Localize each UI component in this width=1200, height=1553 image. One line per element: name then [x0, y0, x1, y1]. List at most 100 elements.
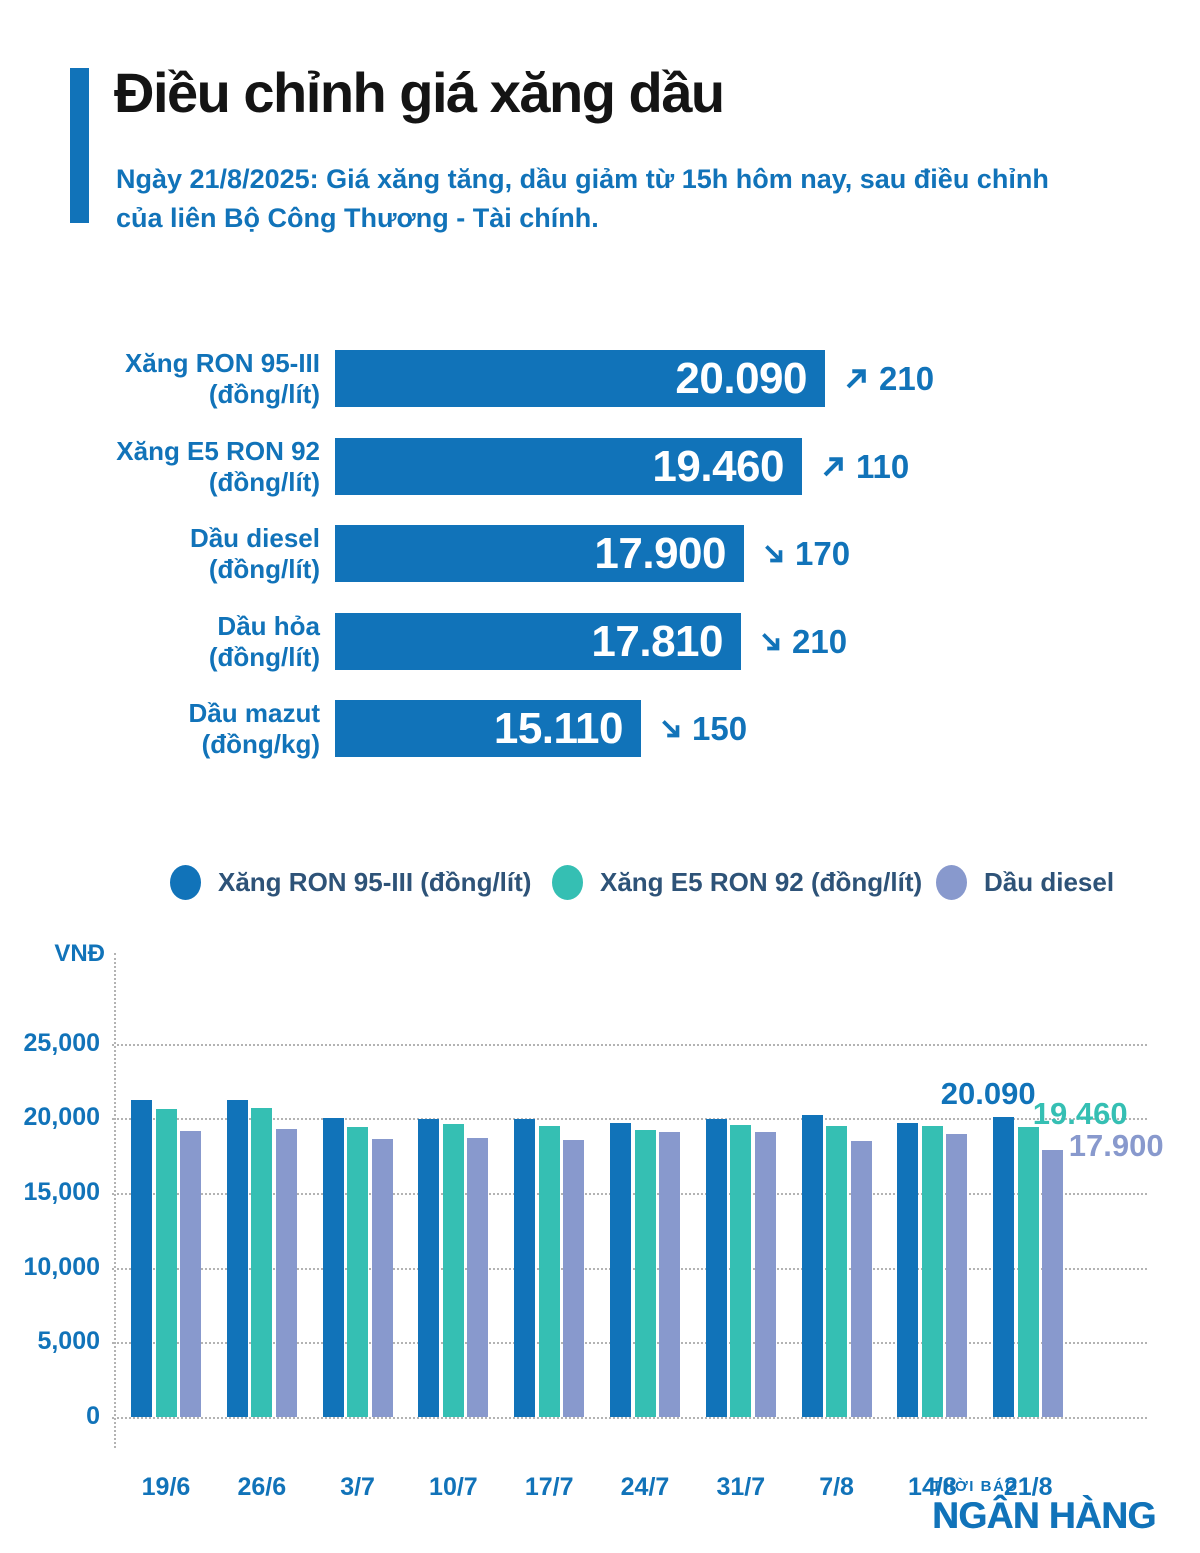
brand-logo: THỜI BÁO NGÂN HÀNG: [932, 1478, 1156, 1537]
bar-17/7-series3: [563, 1140, 585, 1417]
price-change: 210: [842, 350, 934, 407]
bar-21/8-series1: [993, 1117, 1015, 1417]
fuel-unit: (đồng/lít): [208, 466, 320, 497]
fuel-name: Dầu diesel: [189, 522, 320, 553]
price-row-5: Dầu mazut (đồng/kg) 15.110 150: [0, 697, 1200, 759]
price-bar: 15.110: [335, 700, 641, 757]
bar-31/7-series3: [754, 1132, 776, 1417]
bar-24/7-series2: [634, 1130, 656, 1417]
legend-dot-teal: [552, 864, 583, 900]
y-tick-label: 15,000: [23, 1178, 100, 1206]
y-axis-unit-label: VNĐ: [54, 940, 105, 967]
price-row-label: Dầu hỏa (đồng/lít): [0, 611, 320, 673]
legend-label-ron95: Xăng RON 95-III (đồng/lít): [218, 866, 532, 897]
fuel-unit: (đồng/kg): [201, 728, 320, 759]
x-tick-label-7/8: 7/8: [819, 1473, 854, 1501]
price-change: 170: [761, 525, 850, 582]
x-tick-label-10/7: 10/7: [429, 1473, 478, 1501]
bar-26/6-series3: [275, 1129, 297, 1417]
gridline-25,000: [112, 1043, 1147, 1046]
gridline-20,000: [112, 1118, 1147, 1121]
fuel-name: Xăng E5 RON 92: [116, 435, 320, 466]
bar-14/8-series2: [921, 1125, 943, 1417]
bar-31/7-series2: [730, 1125, 752, 1417]
x-tick-label-26/6: 26/6: [237, 1473, 287, 1501]
price-value: 20.090: [675, 354, 807, 403]
fuel-unit: (đồng/lít): [208, 641, 320, 672]
title-accent-bar: [70, 68, 89, 223]
legend-item-e5ron92: Xăng E5 RON 92 (đồng/lít): [552, 863, 922, 901]
price-row-3: Dầu diesel (đồng/lít) 17.900 170: [0, 523, 1200, 585]
x-tick-label-3/7: 3/7: [340, 1473, 375, 1501]
trend-down-icon: [765, 544, 783, 562]
subtitle-line-1: Ngày 21/8/2025: Giá xăng tăng, dầu giảm …: [116, 164, 1049, 194]
price-row-label: Xăng E5 RON 92 (đồng/lít): [0, 436, 320, 498]
logo-small-text: THỜI BÁO: [932, 1478, 1019, 1495]
price-bar: 17.900: [335, 525, 744, 582]
bar-24/7-series1: [610, 1122, 631, 1417]
bar-24/7-series3: [659, 1131, 680, 1417]
price-value: 19.460: [652, 442, 784, 491]
y-axis-line: [114, 953, 116, 1448]
price-value: 17.900: [594, 529, 726, 578]
bar-7/8-series1: [801, 1115, 823, 1417]
x-tick-label-14/8: 14/8: [908, 1473, 957, 1501]
price-row-2: Xăng E5 RON 92 (đồng/lít) 19.460 110: [0, 436, 1200, 498]
x-tick-label-17/7: 17/7: [524, 1473, 574, 1501]
fuel-unit: (đồng/lít): [208, 553, 320, 584]
bar-17/7-series1: [514, 1118, 536, 1417]
grouped-column-chart: VNĐ 0 5,000 10,000 15,000 20,000 25,000 19/6 26/…: [0, 940, 1200, 1540]
bar-7/8-series2: [826, 1125, 848, 1417]
bar-10/7-series3: [467, 1137, 489, 1417]
logo-main-text: NGÂN HÀNG: [932, 1495, 1156, 1536]
bar-19/6-series2: [155, 1109, 177, 1417]
y-tick-label: 25,000: [23, 1028, 100, 1057]
y-tick-label: 5,000: [37, 1327, 100, 1356]
legend-dot-periwinkle: [936, 864, 967, 900]
data-label-20.090: 20.090: [940, 1076, 1036, 1112]
bar-31/7-series1: [705, 1119, 727, 1417]
trend-down-icon: [662, 719, 680, 737]
subtitle-line-2: của liên Bộ Công Thương - Tài chính.: [116, 203, 599, 233]
bar-3/7-series1: [322, 1118, 344, 1417]
bar-19/6-series3: [180, 1130, 201, 1417]
data-label-19.460: 19.460: [1032, 1095, 1128, 1131]
price-change: 110: [819, 438, 909, 495]
bar-3/7-series3: [371, 1139, 393, 1417]
fuel-name: Dầu mazut: [188, 697, 320, 728]
legend-label-e5ron92: Xăng E5 RON 92 (đồng/lít): [600, 866, 923, 897]
price-bar: 19.460: [335, 438, 802, 495]
price-value: 15.110: [493, 704, 624, 753]
bar-26/6-series1: [226, 1099, 248, 1417]
bar-10/7-series1: [418, 1119, 440, 1417]
legend-label-diesel: Dầu diesel: [984, 866, 1115, 897]
bar-3/7-series2: [347, 1126, 369, 1417]
price-row-label: Xăng RON 95-III (đồng/lít): [0, 348, 320, 410]
legend-item-diesel: Dầu diesel: [936, 863, 1114, 901]
price-change-value: 210: [792, 622, 848, 660]
trend-up-icon: [846, 369, 866, 389]
x-tick-label-19/6: 19/6: [141, 1473, 191, 1501]
price-row-1: Xăng RON 95-III (đồng/lít) 20.090 210: [0, 348, 1200, 410]
page-title: Điều chỉnh giá xăng dầu: [114, 61, 725, 124]
y-tick-label: 10,000: [23, 1252, 100, 1281]
trend-down-icon: [762, 632, 780, 650]
price-value: 17.810: [591, 617, 723, 666]
price-change-value: 210: [879, 359, 935, 397]
bar-19/6-series1: [131, 1099, 152, 1417]
bar-21/8-series2: [1017, 1126, 1039, 1417]
bar-10/7-series2: [442, 1124, 464, 1417]
price-change-value: 150: [692, 709, 748, 747]
y-tick-label: 0: [86, 1402, 100, 1430]
bar-14/8-series3: [946, 1134, 968, 1417]
price-change: 150: [658, 700, 747, 757]
legend-item-ron95: Xăng RON 95-III (đồng/lít): [170, 863, 531, 901]
price-bar: 20.090: [335, 350, 825, 407]
price-row-label: Dầu diesel (đồng/lít): [0, 523, 320, 585]
x-tick-label-31/7: 31/7: [716, 1473, 766, 1501]
fuel-unit: (đồng/lít): [208, 378, 320, 409]
bar-26/6-series2: [251, 1108, 273, 1417]
bar-17/7-series2: [538, 1125, 560, 1417]
fuel-name: Xăng RON 95-III: [124, 347, 320, 378]
